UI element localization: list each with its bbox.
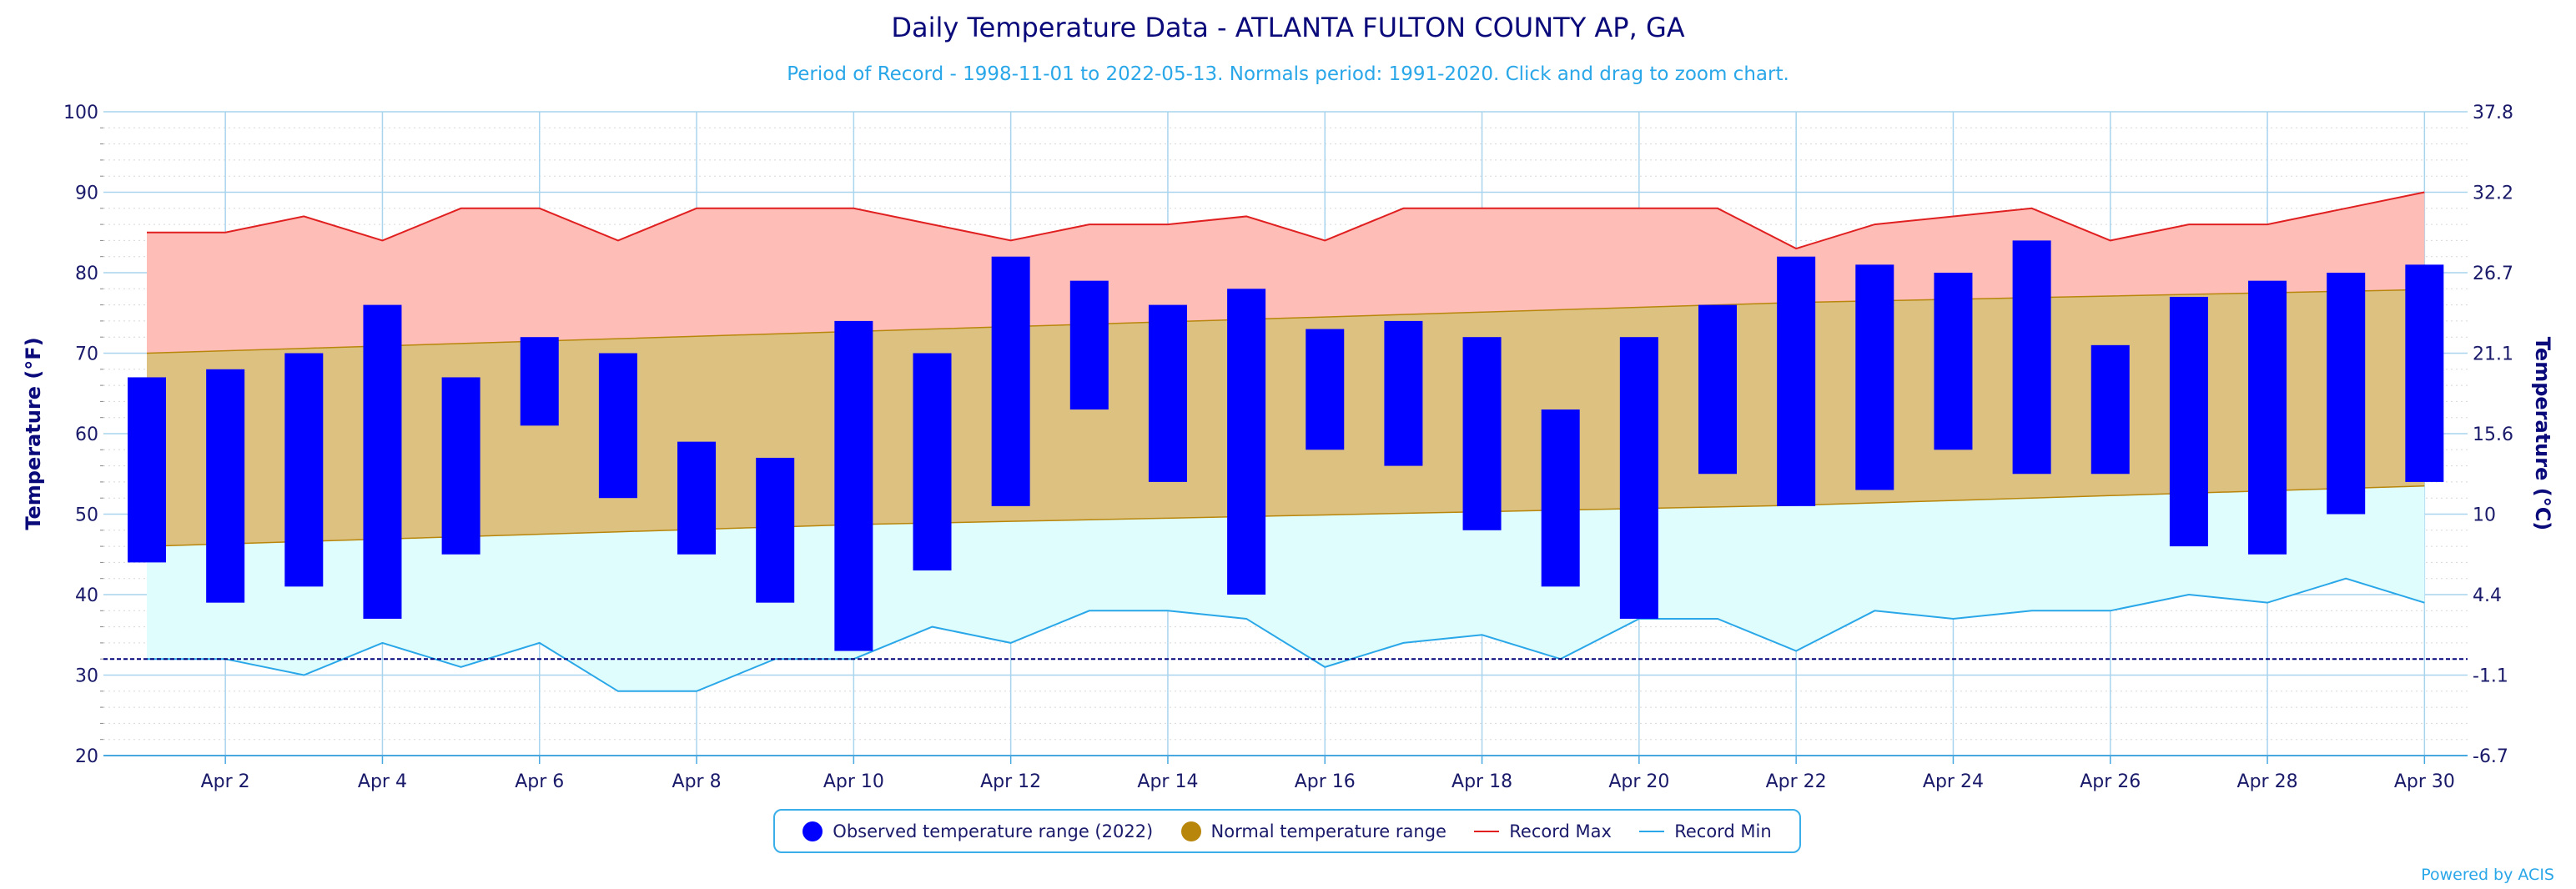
legend-record-max-swatch	[1474, 830, 1500, 832]
x-tick-label: Apr 28	[2237, 771, 2298, 792]
observed-bar	[1306, 329, 1345, 450]
observed-bar	[1148, 304, 1187, 482]
record-min-area	[147, 485, 2425, 691]
observed-bar	[1069, 280, 1109, 410]
y-axis-label: Temperature (°F)	[22, 337, 45, 530]
y2-tick-label: 26.7	[2473, 264, 2513, 284]
observed-bars	[128, 240, 2444, 651]
legend: Observed temperature range (2022) Normal…	[773, 809, 1801, 853]
x-tick-label: Apr 16	[1295, 771, 1356, 792]
y2-tick-label: 10	[2473, 505, 2496, 526]
observed-bar	[1384, 320, 1423, 466]
x-tick-label: Apr 4	[358, 771, 407, 792]
observed-bar	[677, 441, 717, 555]
x-tick-label: Apr 8	[672, 771, 722, 792]
legend-observed-swatch	[802, 821, 823, 841]
x-tick-label: Apr 10	[823, 771, 884, 792]
legend-item-record-max[interactable]: Record Max	[1474, 821, 1612, 841]
y2-tick-label: 32.2	[2473, 183, 2513, 204]
x-tick-label: Apr 24	[1923, 771, 1984, 792]
y2-axis-label: Temperature (°C)	[2531, 337, 2554, 531]
observed-bar	[991, 256, 1030, 506]
legend-observed-label: Observed temperature range (2022)	[833, 821, 1154, 841]
observed-bar	[598, 353, 637, 499]
chart-title: Daily Temperature Data - ATLANTA FULTON …	[891, 12, 1685, 43]
observed-bar	[441, 377, 480, 555]
legend-normal-swatch	[1180, 821, 1201, 841]
observed-bar	[520, 337, 559, 426]
observed-bar	[2169, 296, 2208, 547]
y2-tick-label: 15.6	[2473, 424, 2513, 445]
normal-low-line	[146, 485, 2425, 547]
record-min-line	[147, 577, 2425, 692]
x-tick-label: Apr 30	[2394, 771, 2455, 792]
x-tick-label: Apr 2	[201, 771, 250, 792]
observed-bar	[1227, 289, 1266, 595]
x-tick-label: Apr 18	[1452, 771, 1512, 792]
x-tick-label: Apr 14	[1137, 771, 1198, 792]
observed-bar	[128, 377, 166, 563]
legend-item-normal[interactable]: Normal temperature range	[1180, 821, 1446, 841]
legend-item-record-min[interactable]: Record Min	[1639, 821, 1772, 841]
y-tick-label: 100	[63, 103, 98, 123]
record-max-area	[147, 192, 2425, 354]
observed-bar	[363, 304, 402, 619]
observed-bar	[2090, 344, 2130, 475]
x-tick-label: Apr 12	[980, 771, 1041, 792]
x-tick-label: Apr 22	[1766, 771, 1827, 792]
x-tick-label: Apr 26	[2080, 771, 2141, 792]
y-tick-label: 20	[75, 746, 98, 767]
observed-bar	[2012, 240, 2051, 475]
observed-bar	[1855, 264, 1894, 490]
x-tick-label: Apr 6	[515, 771, 564, 792]
y-tick-label: 60	[75, 424, 98, 445]
y-tick-label: 30	[75, 666, 98, 687]
area-fills	[147, 192, 2425, 691]
y2-tick-label: 37.8	[2473, 103, 2513, 123]
observed-bar	[1619, 337, 1658, 619]
x-tick-label: Apr 20	[1608, 771, 1669, 792]
y2-tick-label: -1.1	[2473, 666, 2508, 687]
observed-bar	[206, 369, 245, 603]
observed-bar	[1934, 273, 1973, 450]
observed-bar	[913, 353, 952, 571]
y-tick-label: 80	[75, 264, 98, 284]
y-tick-label: 90	[75, 183, 98, 204]
record-max-line	[147, 191, 2425, 250]
observed-bar	[2327, 273, 2366, 515]
y-tick-label: 70	[75, 344, 98, 365]
legend-item-observed[interactable]: Observed temperature range (2022)	[802, 821, 1153, 841]
y2-tick-label: 21.1	[2473, 344, 2513, 365]
y-tick-label: 40	[75, 585, 98, 606]
observed-bar	[834, 320, 873, 651]
normal-range-area	[147, 289, 2425, 547]
observed-bar	[1698, 304, 1737, 475]
powered-by-credit[interactable]: Powered by ACIS	[2421, 866, 2554, 884]
observed-bar	[2405, 264, 2444, 482]
y2-tick-label: -6.7	[2473, 746, 2508, 767]
observed-bar	[2248, 280, 2287, 555]
chart-subtitle: Period of Record - 1998-11-01 to 2022-05…	[787, 63, 1789, 85]
y2-tick-label: 4.4	[2473, 585, 2502, 606]
observed-bar	[284, 353, 324, 587]
legend-record-max-label: Record Max	[1509, 821, 1612, 841]
legend-record-min-label: Record Min	[1674, 821, 1772, 841]
observed-bar	[1541, 409, 1580, 587]
axes: 20 30 40 50 60 70 80 90 100 -6.7 -1.1 4.4 10 15.6 21.1…	[63, 103, 2513, 792]
observed-bar	[1777, 256, 1816, 506]
legend-record-min-swatch	[1639, 830, 1665, 832]
observed-bar	[756, 457, 795, 603]
legend-normal-label: Normal temperature range	[1210, 821, 1446, 841]
y-tick-label: 50	[75, 505, 98, 526]
observed-bar	[1462, 337, 1502, 530]
